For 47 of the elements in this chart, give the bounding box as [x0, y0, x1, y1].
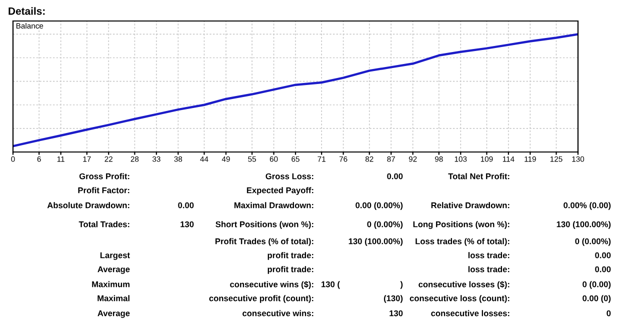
text: 0.00 (0) — [582, 295, 611, 303]
text: Long Positions (won %): — [413, 221, 510, 229]
text: Profit Factor: — [78, 187, 130, 194]
text: loss trade: — [468, 266, 510, 272]
text: consecutive losses ($): — [418, 281, 510, 289]
text: Average — [98, 310, 130, 318]
text: 130 (100.00%) — [556, 221, 611, 229]
text: Gross Profit: — [79, 173, 130, 180]
text: Loss trades (% of total): — [416, 238, 510, 246]
text: Relative Drawdown: — [431, 202, 510, 208]
text: profit trade: — [268, 266, 314, 274]
text: consecutive wins: — [242, 310, 314, 316]
text: Average — [98, 266, 130, 274]
text: Maximal — [98, 295, 130, 302]
text: 0 (0.00%) — [575, 238, 611, 246]
text: Total Net Profit: — [448, 173, 510, 180]
text: consecutive profit (count): — [209, 295, 314, 303]
text: Total Trades: — [78, 221, 130, 228]
text: Profit Trades (% of total): — [215, 238, 314, 246]
text: 130 (100.00%) — [348, 238, 403, 246]
text: 130 ( — [322, 281, 340, 289]
text: 0 (0.00%) — [367, 221, 403, 229]
text: 130 — [180, 221, 194, 228]
text: Expected Payoff: — [246, 187, 314, 195]
text: ) — [400, 281, 403, 289]
text: profit trade: — [268, 252, 314, 260]
text: 0.00 — [387, 173, 403, 180]
text: 130 — [390, 310, 403, 316]
text: consecutive wins ($): — [230, 281, 314, 289]
text: Maximal Drawdown: — [234, 202, 314, 208]
text: Maximum — [92, 281, 130, 288]
text: Short Positions (won %): — [216, 221, 314, 229]
text: Absolute Drawdown: — [47, 202, 130, 208]
text: loss trade: — [468, 252, 510, 258]
text: 0.00% (0.00) — [564, 202, 611, 210]
text: 0 (0.00) — [582, 281, 611, 289]
text: consecutive losses: — [431, 310, 510, 316]
text: Gross Loss: — [266, 173, 314, 180]
chart-title: Details: — [8, 7, 45, 15]
text: 0 — [606, 310, 611, 316]
text: 0.00 — [595, 266, 611, 272]
text: consecutive loss (count): — [410, 295, 510, 303]
text: 0.00 — [178, 202, 194, 208]
text: Largest — [100, 252, 130, 260]
text: 0.00 (0.00%) — [356, 202, 403, 210]
text: 0.00 — [595, 252, 611, 258]
text: (130) — [384, 295, 403, 303]
